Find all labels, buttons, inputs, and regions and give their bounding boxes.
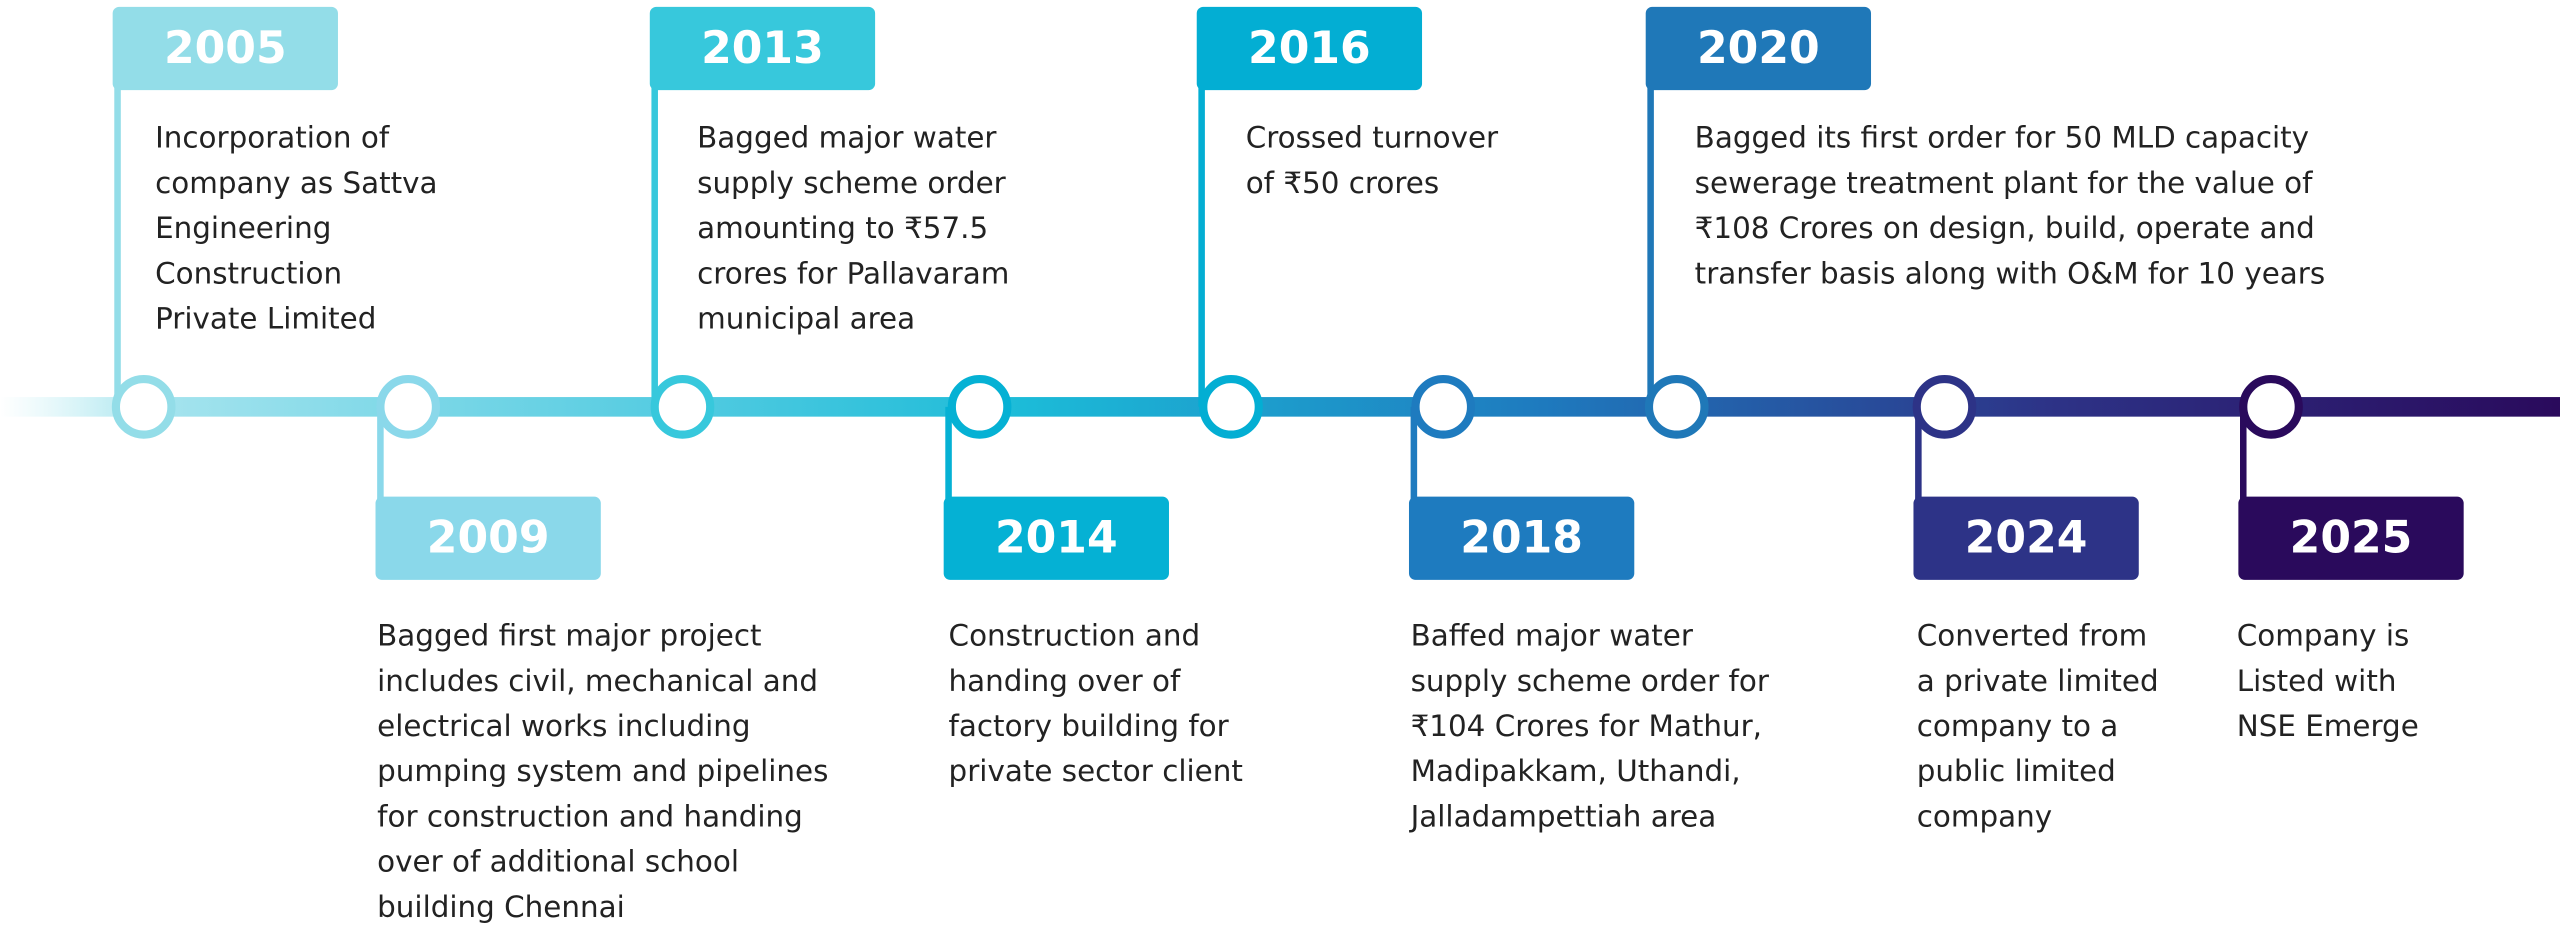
year-badge xyxy=(1408,496,1635,580)
event-description: for construction and handing xyxy=(377,799,803,833)
event-description: pumping system and pipelines xyxy=(377,754,828,788)
event-description: Private Limited xyxy=(155,302,376,336)
year-label: 2014 xyxy=(995,513,1118,564)
event-description: company to a xyxy=(1917,709,2119,743)
year-badge xyxy=(375,496,601,580)
event-description: a private limited xyxy=(1917,664,2159,698)
event-description: Bagged its first order for 50 MLD capaci… xyxy=(1695,121,2309,155)
year-label: 2005 xyxy=(164,23,287,74)
timeline-node xyxy=(111,375,176,439)
timeline-node xyxy=(1912,375,1977,439)
year-badge xyxy=(943,496,1169,580)
year-label: 2016 xyxy=(1248,23,1371,74)
event-description: factory building for xyxy=(949,709,1230,743)
event-description: private sector client xyxy=(949,754,1243,788)
event-description: Construction and xyxy=(949,619,1201,653)
timeline-node xyxy=(947,375,1012,439)
event-description: Listed with xyxy=(2237,664,2397,698)
event-description: includes civil, mechanical and xyxy=(377,664,818,698)
event-description: handing over of xyxy=(949,664,1181,698)
event-description: municipal area xyxy=(697,302,915,336)
year-label: 2018 xyxy=(1460,513,1583,564)
year-badge xyxy=(1913,496,2139,580)
event-description: Converted from xyxy=(1917,619,2148,653)
event-description: Bagged first major project xyxy=(377,619,761,653)
event-description: supply scheme order xyxy=(697,166,1007,200)
timeline-node xyxy=(1411,375,1476,439)
year-badge xyxy=(112,6,338,91)
event-description: Engineering xyxy=(155,211,331,245)
event-description: ₹104 Crores for Mathur, xyxy=(1411,709,1762,743)
year-label: 2024 xyxy=(1965,513,2088,564)
event-description: ₹108 Crores on design, build, operate an… xyxy=(1695,211,2315,245)
event-description: building Chennai xyxy=(377,890,625,924)
event-description: Jalladampettiah area xyxy=(1409,799,1717,833)
event-description: over of additional school xyxy=(377,845,739,879)
year-badge xyxy=(2238,496,2464,580)
year-label: 2020 xyxy=(1697,23,1820,74)
timeline-node xyxy=(376,375,440,439)
event-description: electrical works including xyxy=(377,709,750,743)
event-description: company as Sattva xyxy=(155,166,437,200)
event-description: crores for Pallavaram xyxy=(697,256,1009,290)
timeline-node xyxy=(1644,375,1709,439)
event-description: Baffed major water xyxy=(1411,619,1694,653)
year-label: 2025 xyxy=(2290,513,2413,564)
timeline-node xyxy=(2239,375,2303,439)
event-description: company xyxy=(1917,799,2052,833)
year-badge xyxy=(1196,6,1423,91)
timeline-node xyxy=(1199,375,1263,439)
event-description: Madipakkam, Uthandi, xyxy=(1411,754,1741,788)
event-description: Crossed turnover xyxy=(1246,121,1499,155)
event-description: of ₹50 crores xyxy=(1246,166,1439,200)
year-badge xyxy=(649,6,876,91)
year-label: 2013 xyxy=(701,23,824,74)
event-description: Incorporation of xyxy=(155,121,390,155)
event-description: Bagged major water xyxy=(697,121,997,155)
event-description: public limited xyxy=(1917,754,2116,788)
event-description: Construction xyxy=(155,256,342,290)
event-description: supply scheme order for xyxy=(1411,664,1770,698)
event-description: Company is xyxy=(2237,619,2410,653)
year-label: 2009 xyxy=(427,513,550,564)
timeline-node xyxy=(650,375,715,439)
event-description: NSE Emerge xyxy=(2237,709,2419,743)
event-description: amounting to ₹57.5 xyxy=(697,211,988,245)
year-badge xyxy=(1645,6,1872,91)
event-description: sewerage treatment plant for the value o… xyxy=(1695,166,2313,200)
event-description: transfer basis along with O&M for 10 yea… xyxy=(1695,256,2325,290)
